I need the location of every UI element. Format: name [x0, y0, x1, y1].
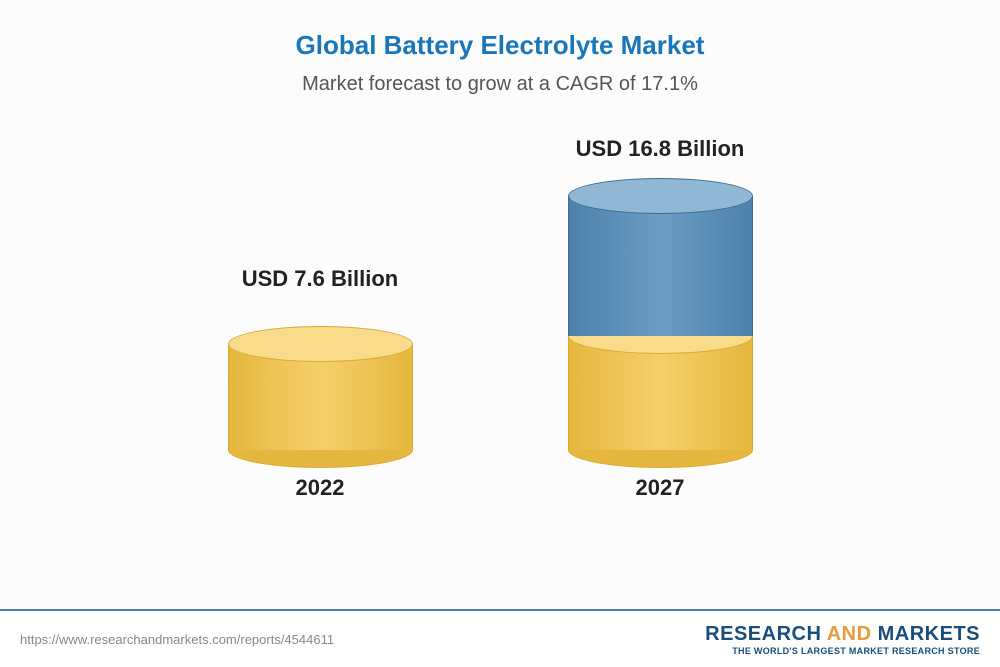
value-label-2022: USD 7.6 Billion	[210, 266, 430, 292]
chart-container: Global Battery Electrolyte Market Market…	[0, 0, 1000, 667]
brand-logo: RESEARCH AND MARKETS THE WORLD'S LARGEST…	[705, 623, 980, 656]
source-url: https://www.researchandmarkets.com/repor…	[20, 632, 334, 647]
cylinder-group-2027: USD 16.8 Billion 2027	[550, 136, 770, 501]
logo-word-and: AND	[821, 623, 877, 645]
cylinder-group-2022: USD 7.6 Billion 2022	[210, 266, 430, 501]
year-label-2022: 2022	[210, 475, 430, 501]
chart-title: Global Battery Electrolyte Market	[40, 30, 960, 61]
footer: https://www.researchandmarkets.com/repor…	[0, 609, 1000, 667]
logo-tagline: THE WORLD'S LARGEST MARKET RESEARCH STOR…	[705, 646, 980, 656]
value-label-2027: USD 16.8 Billion	[550, 136, 770, 162]
year-label-2027: 2027	[550, 475, 770, 501]
logo-word-markets: MARKETS	[878, 623, 980, 645]
logo-text: RESEARCH AND MARKETS	[705, 623, 980, 646]
chart-subtitle: Market forecast to grow at a CAGR of 17.…	[40, 73, 960, 96]
cylinder-2022	[228, 310, 413, 450]
cylinders-area: USD 7.6 Billion 2022 USD 16.8 Billion 2027	[150, 136, 850, 556]
logo-word-research: RESEARCH	[705, 623, 821, 645]
cylinder-2027	[568, 180, 753, 450]
